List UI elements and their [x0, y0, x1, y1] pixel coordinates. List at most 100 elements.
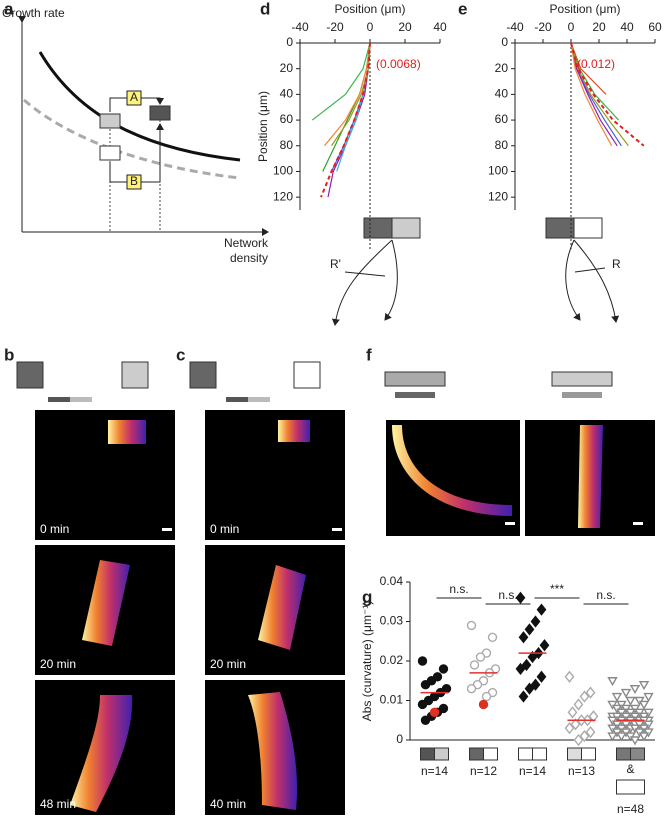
- curve: [320, 42, 371, 198]
- point: [524, 623, 535, 636]
- y-tick-label: 40: [495, 87, 509, 101]
- y-tick-label: 0: [501, 35, 508, 49]
- category-icon: [616, 779, 645, 795]
- point: [536, 603, 547, 616]
- point: [466, 620, 477, 631]
- point: [607, 732, 618, 742]
- point: [515, 591, 526, 604]
- y-tick-label: 40: [280, 87, 294, 101]
- n-label: n=13: [568, 764, 595, 778]
- time-label: 0 min: [210, 522, 239, 536]
- point: [429, 707, 440, 718]
- point: [585, 686, 596, 699]
- point: [579, 690, 590, 703]
- point: [530, 615, 541, 628]
- time-label: 20 min: [40, 657, 76, 671]
- panel-label: a: [4, 0, 14, 18]
- arrow-label: R': [330, 257, 341, 271]
- point: [420, 715, 431, 725]
- axis-label: Network: [224, 236, 269, 250]
- x-tick-label: -40: [291, 20, 309, 34]
- n-label: n=48: [617, 802, 644, 816]
- y-tick-label: 0: [286, 35, 293, 49]
- y-tick-label: 80: [495, 138, 509, 152]
- point: [643, 692, 654, 702]
- point: [579, 729, 590, 743]
- point: [536, 670, 547, 683]
- y-tick-label: 0.03: [380, 614, 404, 628]
- category-icon: [483, 747, 498, 761]
- point: [530, 678, 541, 691]
- time-label: 48 min: [40, 797, 76, 811]
- point: [570, 718, 581, 731]
- point: [620, 688, 632, 699]
- curve: [311, 42, 371, 121]
- point: [638, 732, 650, 742]
- time-label: 0 min: [40, 522, 69, 536]
- y-tick-label: 80: [280, 138, 294, 152]
- point: [611, 692, 623, 702]
- joiner: &: [626, 762, 634, 776]
- point: [527, 650, 538, 664]
- annotation: (0.0068): [376, 57, 421, 71]
- n-label: n=14: [421, 764, 448, 778]
- micrographs: [16, 361, 655, 815]
- point: [588, 710, 599, 723]
- y-tick-label: 0.01: [380, 693, 404, 707]
- y-tick-label: 100: [488, 164, 508, 178]
- point: [573, 733, 584, 747]
- point: [466, 683, 477, 694]
- point: [475, 652, 486, 662]
- point: [515, 662, 526, 676]
- point: [478, 699, 489, 710]
- axis-label: Growth rate: [2, 6, 65, 20]
- y-tick-label: 0: [396, 732, 403, 746]
- x-tick-label: -20: [534, 20, 552, 34]
- axis-label: density: [230, 251, 268, 265]
- point: [469, 660, 480, 670]
- point: [417, 656, 428, 666]
- point: [518, 690, 529, 703]
- point: [625, 696, 636, 706]
- category-icon: [630, 747, 645, 761]
- point: [521, 658, 532, 672]
- x-tick-label: 20: [398, 20, 412, 34]
- curve: [570, 42, 645, 147]
- panel-label: d: [260, 0, 270, 18]
- x-tick-label: 0: [367, 20, 374, 34]
- point: [420, 680, 431, 690]
- y-tick-label: 120: [488, 189, 508, 203]
- point: [481, 691, 492, 702]
- point: [616, 732, 627, 742]
- n-label: n=12: [470, 764, 497, 778]
- category-icon: [567, 747, 582, 761]
- axis-title: Position (μm): [550, 2, 621, 16]
- significance: n.s.: [498, 588, 517, 602]
- category-icon: [518, 747, 533, 761]
- x-tick-label: 0: [568, 20, 575, 34]
- axis-title: Abs (curvature) (μm⁻¹): [360, 601, 374, 722]
- panel-label: e: [458, 0, 467, 18]
- x-tick-label: 40: [433, 20, 447, 34]
- category-icon: [532, 747, 547, 761]
- point: [564, 670, 575, 683]
- point: [573, 698, 584, 711]
- box-label: A: [130, 90, 138, 104]
- point: [629, 684, 641, 695]
- time-label: 20 min: [210, 657, 246, 671]
- category-icon: [469, 747, 484, 761]
- x-tick-label: 20: [592, 20, 606, 34]
- category-icon: [420, 747, 435, 761]
- y-tick-label: 120: [273, 189, 293, 203]
- point: [524, 682, 535, 695]
- box-label: B: [130, 174, 138, 188]
- point: [607, 677, 618, 687]
- panel-label: b: [4, 345, 14, 364]
- curve: [570, 42, 620, 121]
- point: [518, 631, 529, 644]
- significance: n.s.: [596, 588, 615, 602]
- x-tick-label: -20: [326, 20, 344, 34]
- category-icon: [434, 747, 449, 761]
- y-tick-label: 0.02: [380, 653, 404, 667]
